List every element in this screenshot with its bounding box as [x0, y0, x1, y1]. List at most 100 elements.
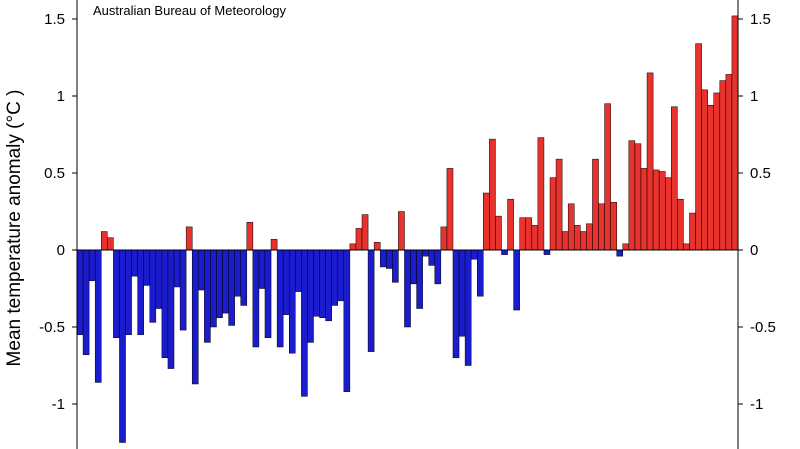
right-tick-label: 1.5 — [750, 11, 771, 28]
bar-78 — [543, 249, 551, 255]
bar-38 — [301, 249, 308, 397]
bar-65 — [464, 249, 472, 366]
right-tick-label: -1 — [750, 396, 763, 413]
bar-101 — [683, 243, 690, 251]
bar-14 — [155, 249, 163, 309]
bar-59 — [428, 249, 436, 266]
bar-105 — [707, 104, 714, 251]
bar-39 — [307, 249, 314, 343]
bar-63 — [452, 249, 460, 359]
bar-6 — [107, 237, 114, 251]
right-tick-label: 0 — [750, 242, 758, 259]
bar-108 — [725, 74, 733, 251]
bar-42 — [325, 249, 332, 322]
bar-1 — [76, 249, 84, 335]
bar-82 — [567, 203, 575, 251]
bar-84 — [580, 231, 587, 251]
bar-94 — [640, 168, 648, 251]
bar-85 — [586, 223, 593, 251]
bar-107 — [719, 80, 727, 251]
bar-72 — [507, 198, 514, 251]
bar-48 — [361, 214, 369, 251]
bar-22 — [204, 249, 211, 343]
bar-10 — [131, 249, 138, 277]
bar-87 — [598, 203, 605, 251]
right-tick-label: -0.5 — [750, 319, 776, 336]
bar-27 — [234, 249, 241, 297]
bar-51 — [379, 249, 387, 268]
bar-75 — [525, 217, 533, 251]
bar-66 — [470, 249, 478, 260]
left-tick-label: -1 — [52, 396, 65, 413]
left-y-ticks: 1.5 1 0.5 0 -0.5 -1 — [39, 11, 77, 413]
bar-4 — [94, 249, 102, 383]
bar-80 — [555, 158, 563, 251]
right-tick-label: 0.5 — [750, 165, 771, 182]
bar-97 — [658, 171, 666, 251]
bar-41 — [319, 249, 326, 319]
bar-2 — [82, 249, 90, 355]
bar-57 — [416, 249, 423, 309]
bar-95 — [646, 72, 654, 251]
bar-83 — [574, 225, 581, 251]
bar-8 — [119, 249, 126, 443]
bar-93 — [634, 143, 642, 251]
bar-100 — [677, 198, 684, 251]
bar-79 — [549, 177, 557, 251]
bar-76 — [531, 225, 539, 251]
bar-31 — [258, 249, 266, 289]
bar-77 — [537, 137, 545, 251]
bar-106 — [713, 92, 721, 251]
bar-23 — [210, 249, 217, 328]
bar-62 — [446, 168, 454, 251]
bar-24 — [216, 249, 223, 319]
bar-46 — [349, 243, 357, 251]
bar-99 — [671, 106, 678, 251]
bar-17 — [173, 249, 181, 288]
bar-69 — [489, 138, 496, 251]
bar-55 — [404, 249, 411, 328]
bar-102 — [689, 212, 696, 251]
bar-104 — [701, 89, 708, 251]
bar-58 — [422, 249, 429, 257]
bar-98 — [664, 177, 672, 251]
y-axis-label: Mean temperature anomaly (°C ) — [4, 90, 25, 367]
left-tick-label: 0.5 — [44, 165, 65, 182]
bar-54 — [398, 211, 405, 251]
bar-44 — [337, 249, 345, 302]
source-label: Australian Bureau of Meteorology — [93, 3, 286, 18]
bar-61 — [440, 226, 448, 251]
bar-73 — [513, 249, 520, 311]
bar-25 — [222, 249, 229, 314]
bar-74 — [519, 217, 527, 251]
bar-50 — [373, 242, 381, 251]
bar-88 — [604, 103, 611, 251]
bar-32 — [264, 249, 272, 339]
bar-35 — [282, 249, 290, 315]
bar-92 — [628, 140, 636, 251]
bar-19 — [185, 226, 193, 251]
bar-18 — [179, 249, 187, 331]
bar-53 — [392, 249, 399, 283]
bar-28 — [240, 249, 248, 306]
bar-33 — [270, 238, 278, 251]
bar-71 — [501, 249, 508, 255]
bar-67 — [476, 249, 484, 297]
bar-109 — [731, 15, 739, 251]
bar-40 — [313, 249, 320, 317]
bar-91 — [622, 243, 630, 251]
bar-26 — [228, 249, 235, 326]
bar-68 — [483, 192, 490, 251]
bar-60 — [434, 249, 442, 285]
left-tick-label: 1.5 — [44, 11, 65, 28]
bar-7 — [113, 249, 120, 339]
bar-52 — [386, 249, 393, 269]
bar-103 — [695, 43, 702, 251]
bar-64 — [458, 249, 466, 337]
bar-21 — [198, 249, 205, 291]
right-tick-label: 1 — [750, 88, 758, 105]
bar-96 — [652, 169, 660, 251]
bar-37 — [295, 249, 302, 292]
bar-13 — [149, 249, 157, 323]
bar-49 — [367, 249, 375, 352]
